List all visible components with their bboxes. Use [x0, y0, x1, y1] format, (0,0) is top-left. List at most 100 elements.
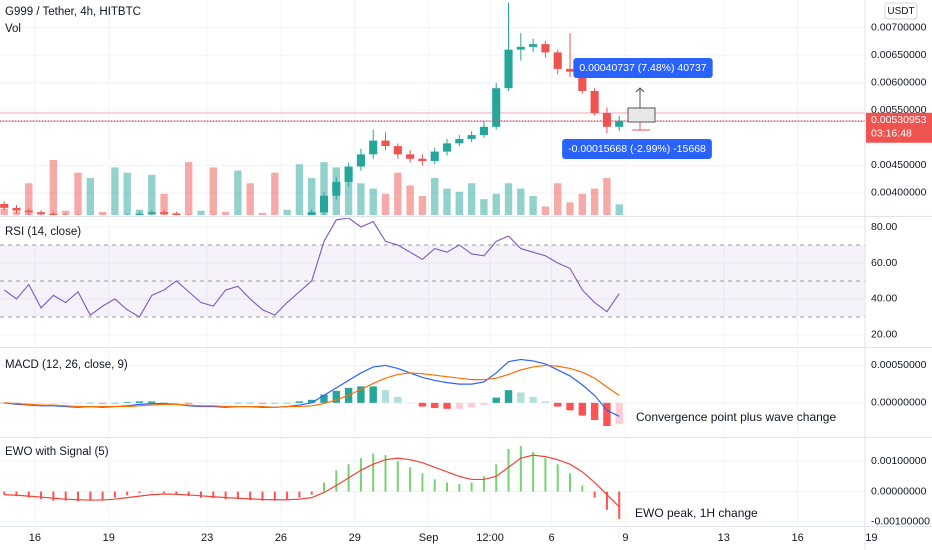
macd-histogram-bar: [172, 402, 181, 404]
measure-label-box: [573, 58, 713, 78]
y-tick-label: 0.00000000: [871, 485, 927, 497]
x-tick-label: 29: [349, 532, 361, 544]
ewo-histogram-bar: [359, 458, 362, 492]
x-tick-label: 6: [549, 532, 555, 544]
measure-arrow-head: [635, 87, 645, 93]
volume-bar: [504, 183, 513, 215]
ewo-histogram-bar: [593, 491, 596, 498]
x-tick-label: 26: [275, 532, 287, 544]
ewo-histogram-bar: [605, 491, 608, 510]
volume-bar: [148, 174, 156, 215]
ewo-histogram-bar: [556, 464, 559, 492]
volume-bar: [566, 202, 574, 215]
volume-bar: [541, 206, 550, 215]
volume-bar: [86, 177, 94, 215]
ewo-histogram-bar: [64, 491, 67, 501]
macd-histogram-bar: [258, 402, 267, 404]
macd-histogram-bar: [590, 402, 599, 421]
ewo-histogram-bar: [495, 464, 498, 492]
macd-histogram-bar: [394, 396, 402, 403]
volume-bar: [98, 211, 107, 215]
macd-histogram-bar: [603, 402, 611, 427]
ewo-histogram-bar: [470, 482, 473, 492]
candle-body: [24, 210, 33, 213]
candle-body: [418, 158, 427, 161]
macd-histogram-bar: [86, 402, 94, 404]
ewo-histogram-bar: [421, 473, 424, 492]
candle-body: [319, 195, 329, 213]
volume-bar: [455, 191, 464, 215]
volume-bar: [578, 193, 587, 215]
ewo-histogram-bar: [544, 458, 547, 492]
ewo-histogram-bar: [15, 491, 18, 497]
ewo-histogram-bar: [89, 491, 92, 501]
candle-body: [442, 143, 452, 152]
volume-bar: [615, 204, 623, 215]
volume-bar: [123, 172, 131, 215]
macd-histogram-bar: [185, 402, 193, 404]
macd-histogram-bar: [295, 401, 304, 403]
ewo-histogram-bar: [372, 453, 375, 492]
macd-histogram-bar: [37, 402, 45, 404]
ewo-histogram-bar: [384, 455, 387, 492]
candle-body: [455, 138, 464, 144]
volume-bar: [418, 195, 427, 215]
candle-body: [590, 90, 599, 114]
volume-bar: [234, 170, 242, 215]
candle-body: [135, 213, 144, 215]
y-tick-label: 0.00450000: [871, 159, 927, 171]
volume-bar: [283, 209, 291, 215]
ewo-histogram-bar: [249, 491, 252, 501]
price-pane: [0, 0, 865, 215]
ewo-histogram-bar: [101, 491, 104, 501]
volume-bar: [25, 183, 33, 215]
last-price-label: 0.00530953: [871, 114, 927, 126]
ewo-histogram-bar: [40, 491, 43, 500]
macd-histogram-bar: [221, 402, 230, 404]
candle-body: [332, 181, 341, 196]
macd-histogram-bar: [61, 402, 70, 404]
candle-body: [344, 166, 353, 182]
macd-histogram-bar: [160, 402, 168, 403]
ewo-pane: [0, 439, 865, 525]
volume-bar: [394, 172, 402, 215]
ewo-histogram-bar: [519, 445, 522, 492]
rsi-pane: [0, 218, 865, 345]
countdown-label: 03:16:48: [871, 128, 912, 140]
macd-histogram-bar: [467, 402, 476, 408]
volume-bar: [295, 164, 304, 215]
ewo-histogram-bar: [482, 476, 485, 492]
macd-histogram-bar: [135, 401, 144, 403]
macd-histogram-bar: [209, 402, 217, 404]
candle-body: [430, 151, 439, 161]
ewo-histogram-bar: [113, 491, 116, 498]
macd-histogram-bar: [455, 402, 464, 409]
volume-bar: [554, 183, 562, 215]
ewo-histogram-bar: [569, 473, 572, 492]
volume-bar: [185, 162, 193, 215]
candle-body: [369, 140, 378, 155]
currency-box[interactable]: [884, 2, 918, 20]
x-tick-label: 13: [718, 532, 730, 544]
ewo-histogram-bar: [150, 491, 153, 493]
y-tick-label: 0.00400000: [871, 187, 927, 199]
macd-histogram-bar: [320, 394, 328, 403]
ewo-histogram-bar: [76, 491, 79, 502]
macd-histogram-bar: [443, 402, 451, 409]
volume-bar: [221, 211, 230, 215]
macd-histogram-bar: [25, 402, 33, 404]
volume-bar: [467, 183, 476, 215]
macd-histogram-bar: [49, 402, 58, 404]
volume-bar: [160, 193, 168, 215]
candle-body: [393, 146, 402, 155]
volume-bar: [49, 160, 58, 215]
macd-histogram-bar: [283, 402, 291, 404]
candle-body: [467, 135, 476, 139]
ewo-histogram-bar: [236, 491, 239, 500]
macd-histogram-bar: [517, 392, 525, 403]
volume-bar: [0, 208, 8, 215]
volume-bar: [197, 210, 205, 215]
ewo-histogram-bar: [224, 491, 227, 500]
candle-body: [492, 88, 501, 127]
macd-histogram-bar: [197, 402, 205, 404]
